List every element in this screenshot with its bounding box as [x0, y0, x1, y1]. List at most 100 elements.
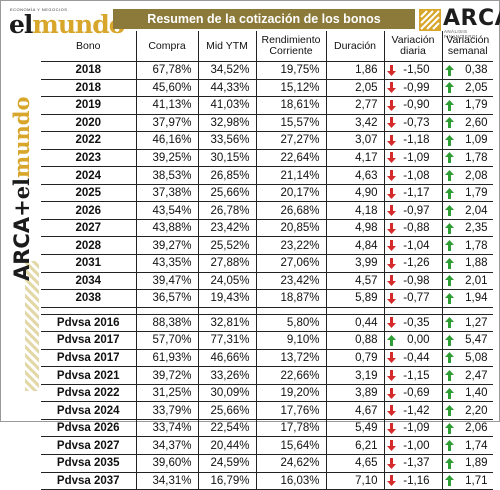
- rendimiento-cell: 15,64%: [256, 436, 327, 456]
- arrow-up-icon: [444, 334, 454, 346]
- mid-ytm-cell: 46,66%: [198, 349, 257, 368]
- side-brand-logo: ARCA+elmundo: [9, 96, 34, 281]
- mid-ytm-cell: 24,05%: [198, 272, 257, 291]
- bono-cell: 2018: [41, 79, 137, 98]
- variacion-diaria-cell-value: -0,77: [403, 292, 430, 305]
- variacion-semanal-cell: 0,38: [442, 61, 493, 80]
- variacion-diaria-cell-value: -1,15: [403, 369, 430, 382]
- divider-cell: [198, 307, 257, 315]
- mid-ytm-cell: 41,03%: [198, 96, 257, 115]
- bono-cell: 2038: [41, 289, 137, 308]
- rendimiento-cell: 26,68%: [256, 201, 327, 220]
- duracion-cell: 0,88: [326, 331, 385, 350]
- variacion-diaria-cell-value: -1,08: [403, 169, 430, 182]
- variacion-semanal-cell: 1,09: [442, 131, 493, 150]
- arrow-up-icon: [444, 152, 454, 164]
- duracion-cell: 4,65: [326, 454, 385, 473]
- arrow-up-icon: [444, 275, 454, 287]
- arca-emblem-icon: [419, 9, 441, 31]
- arrow-up-icon: [444, 475, 454, 487]
- arrow-down-icon: [386, 475, 396, 487]
- divider-cell: [256, 307, 327, 315]
- rendimiento-cell: 18,87%: [256, 289, 327, 308]
- table-row: 2024 38,53% 26,85% 21,14% 4,63 -1,08 2,08: [41, 166, 493, 185]
- variacion-diaria-cell: -1,16: [384, 472, 443, 490]
- mid-ytm-cell: 25,52%: [198, 236, 257, 256]
- arrow-down-icon: [386, 405, 396, 417]
- bono-cell: Pdvsa 2027: [41, 436, 137, 456]
- duracion-cell: 5,49: [326, 419, 385, 438]
- compra-cell: 39,47%: [136, 272, 199, 291]
- table-row: Pdvsa 2035 39,60% 24,59% 24,62% 4,65 -1,37 1,8…: [41, 454, 493, 473]
- rendimiento-cell: 16,03%: [256, 472, 327, 490]
- compra-cell: 38,53%: [136, 166, 199, 185]
- bono-cell: 2024: [41, 166, 137, 185]
- variacion-semanal-cell: 2,01: [442, 272, 493, 291]
- variacion-diaria-cell: -1,50: [384, 61, 443, 80]
- arrow-up-icon: [386, 334, 396, 346]
- variacion-diaria-cell-value: -0,69: [403, 387, 430, 400]
- arrow-down-icon: [386, 64, 396, 76]
- rendimiento-cell: 19,75%: [256, 61, 327, 80]
- bono-cell: Pdvsa 2035: [41, 454, 137, 473]
- variacion-diaria-cell: -0,69: [384, 384, 443, 403]
- duracion-cell: 7,10: [326, 472, 385, 490]
- arrow-down-icon: [386, 240, 396, 252]
- duracion-cell: 3,07: [326, 131, 385, 150]
- variacion-diaria-cell-value: -1,09: [403, 422, 430, 435]
- elmundo-logo-tag: ECONOMÍA Y NEGOCIOS: [10, 7, 68, 12]
- rendimiento-cell: 5,80%: [256, 314, 327, 333]
- variacion-semanal-cell: 1,78: [442, 149, 493, 168]
- duracion-cell: 4,17: [326, 149, 385, 168]
- rendimiento-cell: 9,10%: [256, 331, 327, 350]
- mid-ytm-cell: 23,42%: [198, 219, 257, 238]
- compra-cell: 67,78%: [136, 61, 199, 80]
- variacion-diaria-cell: -0,35: [384, 314, 443, 333]
- bono-cell: 2018: [41, 61, 137, 80]
- arrow-up-icon: [444, 240, 454, 252]
- arrow-down-icon: [386, 82, 396, 94]
- variacion-semanal-cell: 1,27: [442, 314, 493, 333]
- variacion-diaria-cell-value: -1,50: [403, 64, 430, 77]
- variacion-diaria-cell-value: -0,35: [403, 316, 430, 329]
- compra-cell: 39,60%: [136, 454, 199, 473]
- variacion-semanal-cell-value: 1,79: [465, 187, 488, 200]
- variacion-semanal-cell-value: 1,78: [465, 152, 488, 164]
- bono-cell: 2025: [41, 184, 137, 203]
- mid-ytm-cell: 16,79%: [198, 472, 257, 490]
- variacion-diaria-cell: -0,88: [384, 219, 443, 238]
- variacion-diaria-cell: -1,00: [384, 436, 443, 456]
- variacion-diaria-cell-value: -1,17: [403, 187, 430, 200]
- variacion-semanal-cell-value: 2,08: [465, 169, 488, 182]
- variacion-diaria-cell: -1,26: [384, 254, 443, 273]
- variacion-semanal-cell: 2,06: [442, 419, 493, 438]
- table-row: 2020 37,97% 32,98% 15,57% 3,42 -0,73 2,60: [41, 114, 493, 133]
- mid-ytm-cell: 33,56%: [198, 131, 257, 150]
- table-row: 2026 43,54% 26,78% 26,68% 4,18 -0,97 2,04: [41, 201, 493, 220]
- arrow-down-icon: [386, 370, 396, 382]
- rendimiento-cell: 18,61%: [256, 96, 327, 115]
- variacion-semanal-cell-value: 2,20: [465, 404, 488, 417]
- mid-ytm-cell: 20,44%: [198, 436, 257, 456]
- variacion-semanal-cell-value: 1,71: [465, 474, 488, 487]
- variacion-semanal-cell: 1,79: [442, 96, 493, 115]
- variacion-diaria-cell-value: -1,00: [403, 439, 430, 452]
- arrow-down-icon: [386, 187, 396, 199]
- bono-cell: 2019: [41, 96, 137, 115]
- arrow-down-icon: [386, 292, 396, 304]
- table-row: 2025 37,38% 25,66% 20,17% 4,90 -1,17 1,79: [41, 184, 493, 203]
- rendimiento-cell: 23,42%: [256, 272, 327, 291]
- bono-cell: 2031: [41, 254, 137, 273]
- duracion-cell: 4,67: [326, 401, 385, 420]
- arrow-up-icon: [444, 387, 454, 399]
- variacion-diaria-cell-value: 0,00: [407, 334, 430, 347]
- table-row: Pdvsa 2037 34,31% 16,79% 16,03% 7,10 -1,16 1,7…: [41, 472, 493, 490]
- table-row: Pdvsa 2017 61,93% 46,66% 13,72% 0,79 -0,44 5,0…: [41, 349, 493, 368]
- divider-cell: [442, 307, 493, 315]
- arrow-up-icon: [444, 440, 454, 452]
- bono-cell: 2034: [41, 272, 137, 291]
- table-row: 2022 46,16% 33,56% 27,27% 3,07 -1,18 1,09: [41, 131, 493, 150]
- arrow-down-icon: [386, 152, 396, 164]
- rendimiento-cell: 24,62%: [256, 454, 327, 473]
- variacion-diaria-cell: -1,17: [384, 184, 443, 203]
